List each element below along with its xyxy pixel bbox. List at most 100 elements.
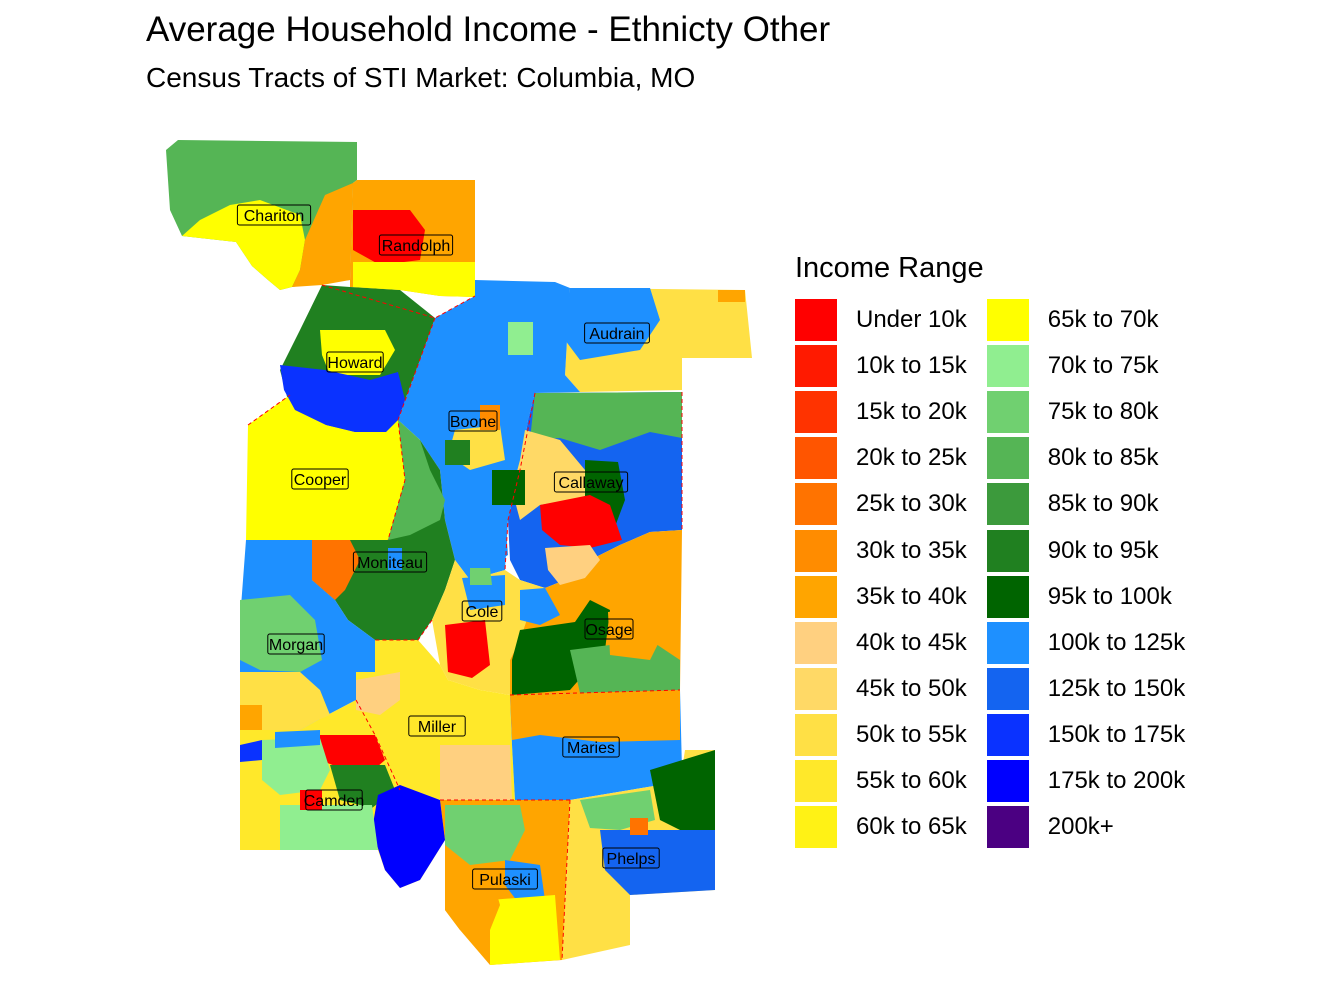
legend-swatch [795,667,837,710]
legend-item: 55k to 60k [795,758,967,804]
legend-swatch [795,621,837,664]
legend-item: 60k to 65k [795,804,967,850]
legend-label: 10k to 15k [856,352,967,380]
svg-text:Randolph: Randolph [382,238,451,255]
legend-label: 75k to 80k [1047,398,1159,426]
legend-label: 35k to 40k [856,582,967,610]
legend-swatch [986,483,1029,526]
svg-text:Pulaski: Pulaski [479,872,531,889]
legend-label: 80k to 85k [1047,444,1159,472]
legend-label: 150k to 175k [1047,720,1186,748]
legend-swatch [795,299,837,342]
legend-item: 40k to 45k [795,620,967,666]
legend-label: 100k to 125k [1047,628,1186,656]
legend-item: 30k to 35k [795,527,967,573]
legend-swatch [795,806,837,849]
county-label-audrain: Audrain [584,322,650,344]
legend-label: 85k to 90k [1047,490,1159,518]
map-title: Average Household Income - Ethnicty Othe… [146,10,831,49]
legend-label: 65k to 70k [1047,306,1159,334]
legend-label: 45k to 50k [856,674,967,702]
svg-text:Callaway: Callaway [559,475,624,492]
legend-label: 95k to 100k [1047,582,1172,610]
legend-swatch [795,575,837,618]
svg-text:Camden: Camden [304,793,364,810]
county-label-howard: Howard [326,351,384,373]
county-labels: Chariton Randolph Audrain Howard Boone Cooper… [236,204,660,890]
legend-swatch [986,621,1029,664]
map-subtitle: Census Tracts of STI Market: Columbia, M… [146,62,696,93]
county-label-moniteau: Moniteau [352,551,428,573]
svg-text:Moniteau: Moniteau [357,555,423,572]
svg-text:Audrain: Audrain [589,326,644,343]
legend-label: 40k to 45k [856,628,967,656]
legend-swatch [795,437,837,480]
svg-text:Cooper: Cooper [294,472,347,489]
legend-item: 200k+ [986,804,1185,850]
legend-label: Under 10k [856,306,967,334]
legend-item: 15k to 20k [795,389,967,435]
legend-label: 175k to 200k [1047,766,1186,794]
legend-swatch [986,667,1029,710]
legend-column-2: 65k to 70k 70k to 75k 75k to 80k 80k to 85k… [986,297,1186,850]
county-label-morgan: Morgan [267,633,325,655]
legend: Income Range Under 10k 10k to 15k 15k to 2… [795,252,1185,850]
svg-text:Cole: Cole [466,604,499,621]
legend-swatch [795,345,837,388]
svg-text:Howard: Howard [327,355,382,372]
svg-text:Morgan: Morgan [269,637,323,654]
svg-text:Boone: Boone [450,414,496,431]
legend-label: 70k to 75k [1047,352,1159,380]
county-label-pulaski: Pulaski [472,868,538,890]
county-label-cooper: Cooper [291,468,349,490]
legend-item: 75k to 80k [986,389,1185,435]
legend-item: 85k to 90k [986,481,1185,527]
legend-label: 90k to 95k [1047,536,1159,564]
legend-item: 10k to 15k [795,343,967,389]
legend-title: Income Range [795,252,984,284]
county-borders [247,284,683,961]
legend-swatch [795,759,837,802]
legend-item: 80k to 85k [986,435,1185,481]
legend-item: 25k to 30k [795,481,967,527]
legend-swatch [795,391,837,434]
svg-text:Chariton: Chariton [244,208,304,225]
legend-label: 50k to 55k [856,720,967,748]
legend-item: 50k to 55k [795,712,967,758]
legend-column-1: Under 10k 10k to 15k 15k to 20k 20k to 25k 2… [795,297,967,850]
legend-label: 15k to 20k [856,398,967,426]
legend-swatch [986,529,1029,572]
legend-label: 25k to 30k [856,490,967,518]
choropleth-map: Chariton Randolph Audrain Howard Boone Cooper… [166,140,752,965]
legend-swatch [795,483,837,526]
tract-patches [182,183,745,965]
legend-item: 35k to 40k [795,574,967,620]
legend-label: 200k+ [1047,813,1114,841]
legend-swatch [986,713,1029,756]
county-label-cole: Cole [461,600,503,622]
legend-label: 60k to 65k [856,813,967,841]
county-label-miller: Miller [408,715,466,737]
legend-label: 30k to 35k [856,536,967,564]
county-label-boone: Boone [448,410,498,432]
legend-item: 65k to 70k [986,297,1185,343]
legend-item: Under 10k [795,297,967,343]
svg-text:Osage: Osage [585,622,632,639]
legend-item: 90k to 95k [986,527,1185,573]
legend-label: 125k to 150k [1047,674,1186,702]
county-label-camden: Camden [304,789,364,811]
county-label-maries: Maries [562,736,620,758]
county-label-phelps: Phelps [602,847,660,869]
county-label-callaway: Callaway [553,471,629,493]
legend-item: 150k to 175k [986,712,1186,758]
legend-swatch [986,806,1029,849]
legend-swatch [986,437,1029,480]
county-cooper[interactable] [246,395,420,540]
legend-swatch [795,713,837,756]
legend-swatch [986,299,1029,342]
county-label-osage: Osage [584,618,634,640]
svg-text:Miller: Miller [418,719,457,736]
legend-item: 70k to 75k [986,343,1185,389]
legend-swatch [986,345,1029,388]
legend-item: 125k to 150k [986,666,1186,712]
